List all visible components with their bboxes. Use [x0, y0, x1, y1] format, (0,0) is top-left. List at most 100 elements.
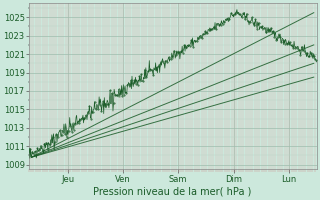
Point	[182, 43, 187, 47]
Point	[184, 45, 189, 49]
Point	[190, 45, 196, 48]
Point	[137, 75, 142, 78]
Point	[61, 130, 66, 133]
Point	[125, 83, 130, 86]
Point	[287, 41, 292, 44]
Point	[68, 124, 73, 127]
Point	[255, 27, 260, 30]
Point	[239, 16, 244, 19]
Point	[237, 13, 242, 16]
Point	[260, 25, 265, 28]
Point	[52, 141, 57, 144]
Point	[158, 62, 163, 65]
Point	[115, 93, 120, 96]
Point	[296, 48, 301, 51]
Point	[197, 35, 203, 38]
Point	[47, 142, 52, 145]
Point	[121, 93, 126, 96]
Point	[298, 53, 303, 56]
Point	[208, 29, 213, 32]
Point	[312, 55, 317, 58]
Point	[196, 36, 201, 40]
Point	[153, 67, 158, 70]
Point	[168, 57, 173, 61]
Point	[172, 49, 177, 52]
Point	[194, 40, 199, 43]
Point	[59, 133, 64, 137]
Point	[303, 51, 308, 54]
Point	[75, 122, 80, 125]
Point	[289, 43, 294, 46]
Point	[35, 146, 40, 150]
Point	[85, 111, 90, 114]
Point	[170, 54, 175, 57]
Point	[116, 88, 121, 91]
Point	[275, 36, 280, 39]
Point	[64, 135, 69, 138]
Point	[204, 32, 210, 35]
Point	[301, 49, 307, 52]
Point	[223, 18, 228, 21]
Point	[225, 16, 230, 20]
Point	[90, 110, 95, 113]
Point	[234, 10, 239, 13]
Point	[177, 50, 182, 54]
Point	[73, 122, 78, 126]
Point	[173, 54, 178, 57]
Point	[180, 51, 185, 54]
Point	[66, 129, 71, 132]
Point	[128, 79, 133, 82]
Point	[211, 25, 216, 28]
Point	[31, 152, 36, 155]
Point	[92, 100, 97, 103]
Point	[164, 60, 170, 64]
Point	[57, 129, 62, 132]
Point	[246, 19, 251, 23]
Point	[241, 12, 246, 15]
Point	[71, 128, 76, 131]
Point	[248, 21, 253, 24]
Point	[40, 148, 45, 152]
Point	[244, 12, 249, 15]
Point	[56, 135, 61, 138]
Point	[78, 118, 83, 121]
Point	[163, 59, 168, 62]
Point	[80, 116, 85, 120]
Point	[185, 44, 190, 47]
Point	[179, 50, 184, 53]
Point	[76, 122, 82, 125]
Point	[132, 79, 137, 82]
Point	[256, 21, 261, 24]
X-axis label: Pression niveau de la mer( hPa ): Pression niveau de la mer( hPa )	[93, 187, 252, 197]
Point	[146, 69, 151, 73]
Point	[189, 38, 194, 42]
Point	[33, 149, 38, 153]
Point	[144, 75, 149, 79]
Point	[230, 13, 236, 17]
Point	[89, 117, 94, 120]
Point	[28, 147, 33, 150]
Point	[261, 27, 267, 30]
Point	[228, 11, 234, 14]
Point	[253, 18, 258, 21]
Point	[130, 82, 135, 85]
Point	[113, 94, 118, 97]
Point	[36, 148, 42, 152]
Point	[313, 59, 318, 62]
Point	[206, 28, 211, 31]
Point	[300, 45, 305, 48]
Point	[159, 59, 164, 62]
Point	[106, 102, 111, 105]
Point	[282, 42, 287, 45]
Point	[220, 22, 225, 26]
Point	[111, 102, 116, 105]
Point	[279, 41, 284, 44]
Point	[291, 47, 296, 50]
Point	[217, 23, 222, 26]
Point	[95, 107, 100, 110]
Point	[192, 39, 197, 42]
Point	[281, 38, 286, 41]
Point	[272, 35, 277, 38]
Point	[82, 116, 87, 119]
Point	[147, 69, 152, 72]
